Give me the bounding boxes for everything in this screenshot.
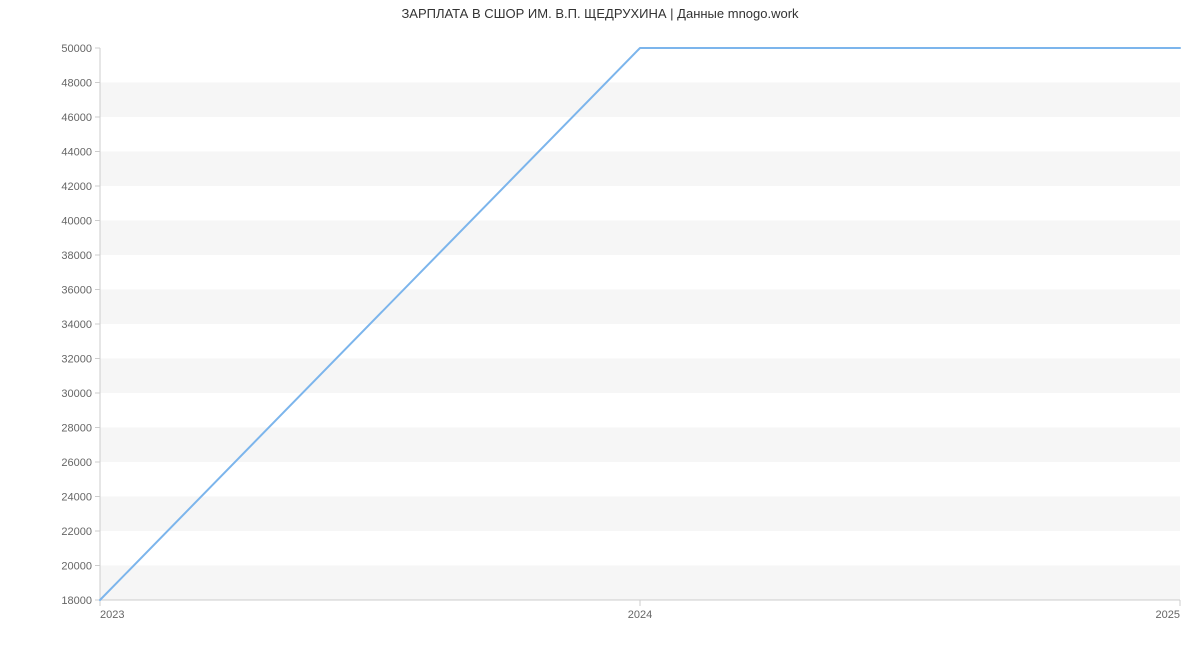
svg-text:22000: 22000 [61,526,92,538]
salary-line-chart: ЗАРПЛАТА В СШОР ИМ. В.П. ЩЕДРУХИНА | Дан… [0,0,1200,650]
svg-text:46000: 46000 [61,112,92,124]
svg-text:2023: 2023 [100,609,124,621]
chart-title: ЗАРПЛАТА В СШОР ИМ. В.П. ЩЕДРУХИНА | Дан… [0,6,1200,21]
svg-text:24000: 24000 [61,492,92,504]
svg-text:2024: 2024 [628,609,652,621]
svg-text:34000: 34000 [61,319,92,331]
svg-text:40000: 40000 [61,216,92,228]
svg-text:30000: 30000 [61,388,92,400]
svg-text:32000: 32000 [61,354,92,366]
svg-text:36000: 36000 [61,285,92,297]
svg-text:2025: 2025 [1156,609,1180,621]
svg-text:48000: 48000 [61,78,92,90]
chart-svg: 18000 20000 22000 24000 26000 28000 30000 32000… [0,0,1200,650]
svg-text:44000: 44000 [61,147,92,159]
svg-text:26000: 26000 [61,457,92,469]
svg-text:28000: 28000 [61,423,92,435]
svg-text:18000: 18000 [61,595,92,607]
svg-text:20000: 20000 [61,561,92,573]
svg-text:38000: 38000 [61,250,92,262]
svg-text:50000: 50000 [61,43,92,55]
svg-text:42000: 42000 [61,181,92,193]
